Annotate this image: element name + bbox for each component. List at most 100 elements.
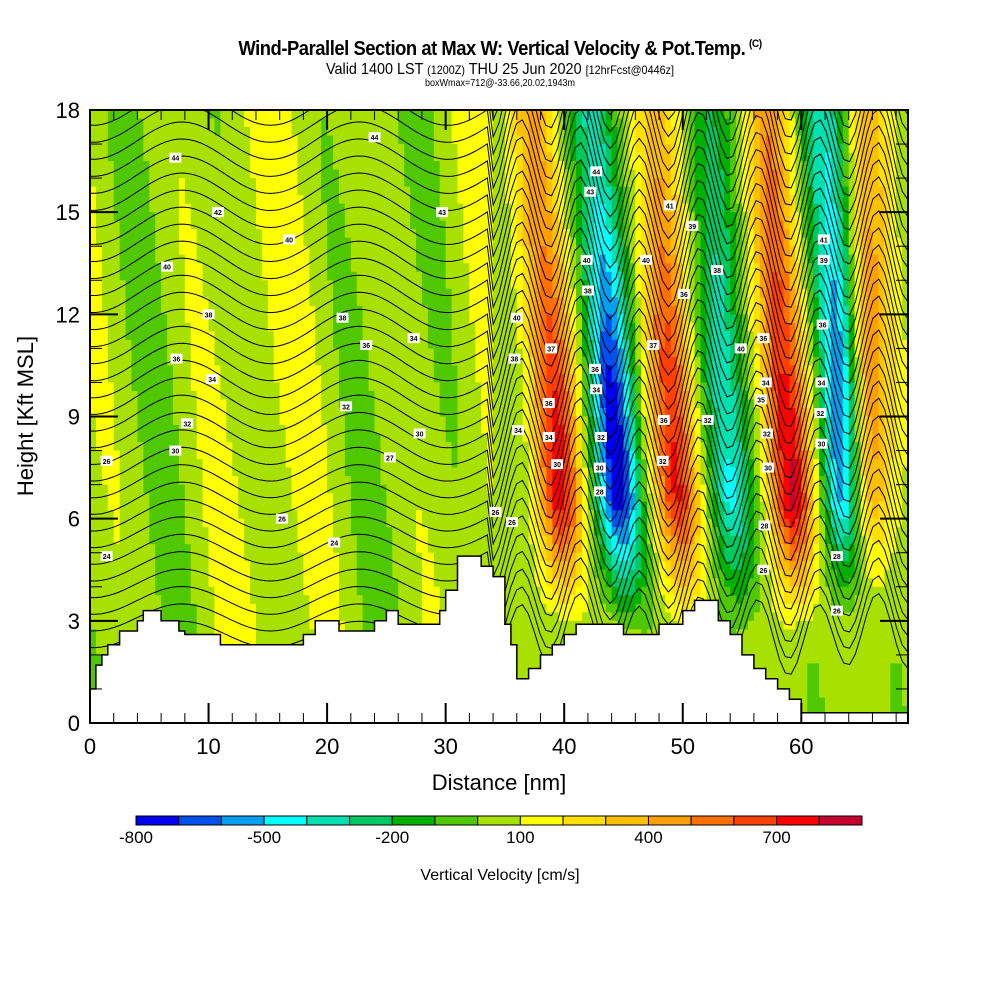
field-cell [410,144,417,154]
field-cell [196,356,204,367]
field-cell [493,271,500,281]
field-cell [416,399,423,409]
field-cell [724,169,731,179]
field-cell [220,390,227,401]
field-cell [581,152,589,162]
field-cell [214,356,222,367]
field-cell [487,339,494,349]
field-cell [273,237,281,247]
field-cell [576,195,583,205]
field-cell [540,280,548,290]
field-cell [190,161,198,171]
field-cell [333,220,340,230]
field-cell [540,118,548,128]
field-cell [226,203,233,213]
field-cell [516,399,524,409]
field-cell [872,110,879,120]
field-cell [659,254,666,264]
field-cell [516,365,524,375]
field-cell [416,212,423,222]
field-cell [90,416,97,426]
field-cell [90,178,97,188]
field-cell [783,135,791,145]
field-cell [599,118,607,128]
field-cell [220,322,227,332]
field-cell [333,271,340,281]
field-cell [623,237,631,247]
field-cell [350,314,358,324]
field-cell [789,144,796,154]
field-cell [611,271,619,281]
field-cell [765,365,773,375]
field-cell [386,254,393,264]
field-cell [736,356,743,367]
field-cell [813,161,820,171]
field-cell [718,280,725,290]
field-cell [546,390,553,401]
field-cell [576,178,583,188]
field-cell [427,178,435,188]
field-cell [819,246,826,256]
field-cell [504,382,512,392]
field-cell [220,237,227,247]
field-cell [747,229,755,239]
field-cell [107,169,115,179]
field-cell [445,220,453,230]
field-cell [546,127,553,137]
field-cell [404,203,411,213]
field-cell [635,356,642,367]
field-cell [670,127,678,137]
field-cell [315,382,322,392]
field-cell [368,382,376,392]
field-cell [742,220,749,230]
field-cell [137,144,144,154]
field-cell [647,135,654,145]
field-cell [653,127,660,137]
field-cell [712,195,719,205]
field-cell [238,280,245,290]
field-cell [552,229,559,239]
field-cell [540,382,548,392]
field-cell [825,110,832,120]
field-cell [238,305,245,315]
field-cell [196,305,204,315]
field-cell [700,169,708,179]
field-cell [368,127,376,137]
field-cell [220,288,227,298]
field-cell [95,297,103,307]
field-cell [807,237,814,247]
field-cell [167,416,174,426]
field-cell [214,331,222,341]
field-cell [421,263,429,273]
field-cell [842,127,850,137]
field-cell [813,178,820,188]
field-cell [599,178,607,188]
field-cell [759,152,767,162]
field-cell [374,407,382,418]
field-cell [297,178,304,188]
field-cell [107,399,115,409]
field-cell [362,280,370,290]
field-cell [765,280,773,290]
field-cell [279,161,287,171]
field-cell [635,407,642,418]
field-cell [902,237,908,247]
field-cell [670,118,678,128]
field-cell [327,339,334,349]
field-cell [860,152,868,162]
field-cell [273,203,281,213]
field-cell [184,305,192,315]
field-cell [825,144,832,154]
field-cell [463,407,470,418]
field-cell [635,288,642,298]
field-cell [184,110,192,120]
field-cell [90,331,97,341]
field-cell [516,390,524,401]
field-cell [700,178,708,188]
field-cell [599,254,607,264]
field-cell [244,246,251,256]
field-cell [807,390,814,401]
field-cell [694,178,702,188]
field-cell [813,220,820,230]
field-cell [842,365,850,375]
